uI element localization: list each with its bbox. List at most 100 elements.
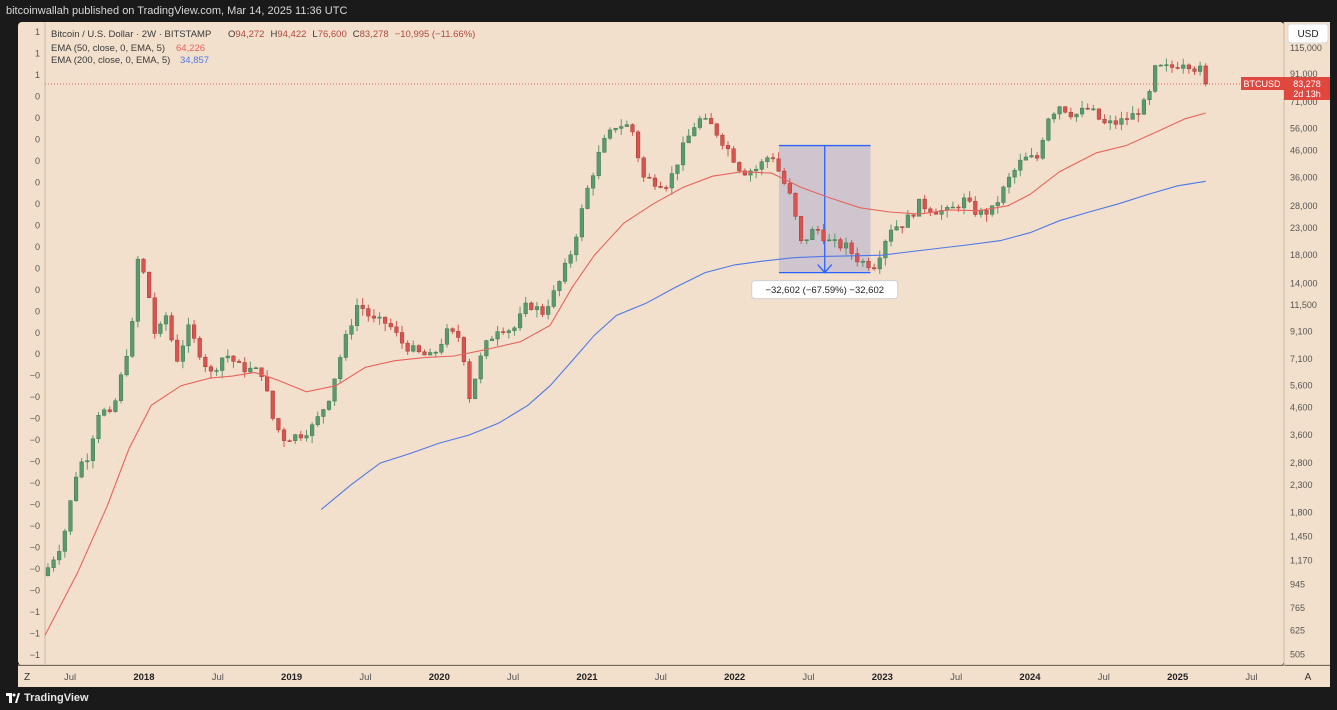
candle-body: [1124, 118, 1130, 120]
candle-body: [147, 271, 152, 299]
candle-body: [1186, 64, 1191, 70]
price-tick-label: 46,000: [1290, 145, 1318, 155]
candle-body: [613, 128, 618, 131]
currency-button[interactable]: USD: [1287, 23, 1329, 44]
candle-body: [523, 302, 528, 315]
price-tick-label: 5,600: [1290, 381, 1313, 391]
price-tick-label: 945: [1290, 580, 1305, 590]
candle-body: [574, 236, 579, 256]
corner-auto-button[interactable]: A: [1305, 672, 1312, 683]
candle-body: [607, 129, 613, 139]
left-scale-label: −0: [30, 478, 40, 488]
price-tick-label: 36,000: [1290, 173, 1318, 183]
time-tick-label: 2021: [576, 672, 598, 683]
candle-body: [827, 239, 832, 242]
price-tick-label: 9,100: [1290, 326, 1313, 336]
candle-body: [731, 148, 736, 163]
candle-body: [793, 192, 798, 217]
candle-body: [1040, 139, 1045, 159]
candle-body: [293, 434, 298, 442]
candle-body: [872, 267, 877, 270]
candle-body: [478, 355, 483, 380]
legend: Bitcoin / U.S. Dollar · 2W · BITSTAMP O9…: [51, 29, 475, 66]
time-tick-label: 2020: [429, 672, 450, 683]
candle-body: [1018, 159, 1023, 171]
candle-body: [725, 145, 731, 150]
candle-body: [1068, 111, 1073, 118]
candle-body: [529, 302, 534, 310]
chart[interactable]: 1 1 1 0 0 0 0 0 0 0 0 0 0 0 0 0 −0 −0 −0 −0 −0 −0 −0 −0 −0 −0 −0 −1…: [0, 22, 1337, 687]
price-tick-label: 28,000: [1290, 201, 1318, 211]
candle-body: [1141, 99, 1146, 115]
price-tick-label: 1,450: [1290, 532, 1313, 542]
candle-body: [388, 323, 393, 328]
time-axis-ticks: Jul 2018 Jul 2019 Jul 2020 Jul 2021 Jul 2022 Jul 20…: [64, 672, 1258, 683]
left-scale-label: −1: [30, 607, 40, 617]
ema200-value: 34,857: [180, 55, 209, 66]
left-scale-label: −0: [30, 414, 40, 424]
candle-body: [253, 367, 258, 370]
candle-body: [1001, 186, 1006, 203]
svg-text:EMA (50, close, 0, EMA, 5): EMA (50, close, 0, EMA, 5): [51, 43, 165, 54]
left-scale-label: 1: [35, 27, 40, 37]
candle-body: [214, 370, 219, 372]
candle-body: [51, 559, 56, 568]
candle-body: [652, 177, 658, 187]
ohlc-change: −10,995 (−11.66%): [395, 29, 476, 40]
candle-body: [512, 327, 517, 331]
candle-body: [905, 214, 910, 228]
candle-body: [843, 242, 849, 249]
candle-body: [1102, 118, 1107, 124]
candle-body: [489, 338, 495, 341]
time-tick-label: Jul: [1245, 672, 1257, 683]
left-scale-label: 0: [35, 134, 40, 144]
candle-body: [456, 331, 461, 338]
ohlc-key: C: [353, 29, 360, 40]
candle-body: [1023, 156, 1028, 161]
left-scale-label: −0: [30, 500, 40, 510]
time-tick-label: Jul: [359, 672, 371, 683]
candle-body: [815, 229, 821, 231]
candle-body: [85, 460, 90, 463]
candle-body: [832, 239, 837, 241]
candle-body: [995, 202, 1000, 206]
candle-body: [1085, 107, 1090, 110]
candle-body: [1046, 118, 1051, 141]
price-tick-label: 625: [1290, 626, 1305, 636]
time-tick-label: 2025: [1167, 672, 1189, 683]
candle-body: [304, 435, 309, 439]
candle-body: [484, 340, 489, 357]
left-scale-label: 1: [35, 70, 40, 80]
candles: [45, 58, 1208, 577]
candle-body: [939, 210, 944, 215]
time-tick-label: Jul: [64, 672, 76, 683]
candle-body: [900, 226, 905, 228]
left-scale-label: −0: [30, 564, 40, 574]
candle-body: [371, 315, 377, 319]
left-scale-label: 0: [35, 328, 40, 338]
price-tick-label: 2,300: [1290, 480, 1313, 490]
candle-body: [428, 352, 433, 356]
price-tick-label: 2,800: [1290, 458, 1313, 468]
corner-left-button[interactable]: Z: [24, 672, 30, 683]
price-tag-symbol: BTCUSD: [1243, 79, 1281, 89]
left-scale-label: 0: [35, 306, 40, 316]
ema50-label: EMA (50, close, 0, EMA, 5): [51, 43, 165, 54]
candle-body: [776, 158, 781, 172]
candle-body: [281, 429, 287, 441]
price-tick-label: 91,000: [1290, 69, 1318, 79]
candle-body: [1057, 106, 1062, 115]
left-scale-label: −0: [30, 371, 40, 381]
candle-body: [641, 157, 646, 178]
candle-body: [692, 127, 697, 137]
candle-body: [624, 124, 629, 127]
candle-body: [866, 261, 871, 268]
price-tick-label: 56,000: [1290, 123, 1318, 133]
candle-body: [765, 157, 770, 162]
candle-body: [1006, 176, 1012, 188]
legend-symbol: Bitcoin / U.S. Dollar · 2W · BITSTAMP: [51, 29, 211, 40]
time-tick-label: 2018: [133, 672, 154, 683]
candle-body: [1108, 120, 1113, 124]
ohlc-key: O: [228, 29, 235, 40]
candle-body: [180, 345, 185, 362]
